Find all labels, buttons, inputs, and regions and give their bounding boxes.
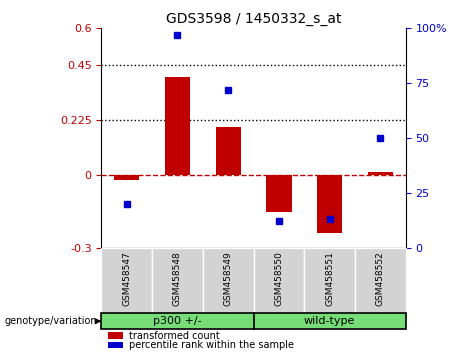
Text: p300 +/-: p300 +/-: [153, 316, 202, 326]
Bar: [203, 248, 254, 313]
Bar: [114, 175, 140, 179]
Bar: [101, 248, 152, 313]
Text: wild-type: wild-type: [304, 316, 355, 326]
Text: GSM458552: GSM458552: [376, 251, 385, 306]
Bar: [216, 127, 241, 175]
Title: GDS3598 / 1450332_s_at: GDS3598 / 1450332_s_at: [166, 12, 341, 26]
Bar: [368, 172, 393, 175]
Bar: [107, 332, 123, 339]
Bar: [254, 248, 304, 313]
Bar: [101, 313, 254, 329]
Text: GSM458548: GSM458548: [173, 251, 182, 306]
Text: GSM458551: GSM458551: [325, 251, 334, 306]
Text: genotype/variation: genotype/variation: [4, 316, 97, 326]
Text: GSM458549: GSM458549: [224, 251, 233, 306]
Bar: [254, 313, 406, 329]
Bar: [165, 77, 190, 175]
Bar: [266, 175, 291, 212]
Bar: [304, 248, 355, 313]
Bar: [317, 175, 342, 233]
Text: GSM458547: GSM458547: [122, 251, 131, 306]
Text: percentile rank within the sample: percentile rank within the sample: [129, 340, 294, 350]
Bar: [152, 248, 203, 313]
Bar: [107, 342, 123, 348]
Text: GSM458550: GSM458550: [274, 251, 284, 306]
Bar: [355, 248, 406, 313]
Text: transformed count: transformed count: [129, 331, 219, 341]
